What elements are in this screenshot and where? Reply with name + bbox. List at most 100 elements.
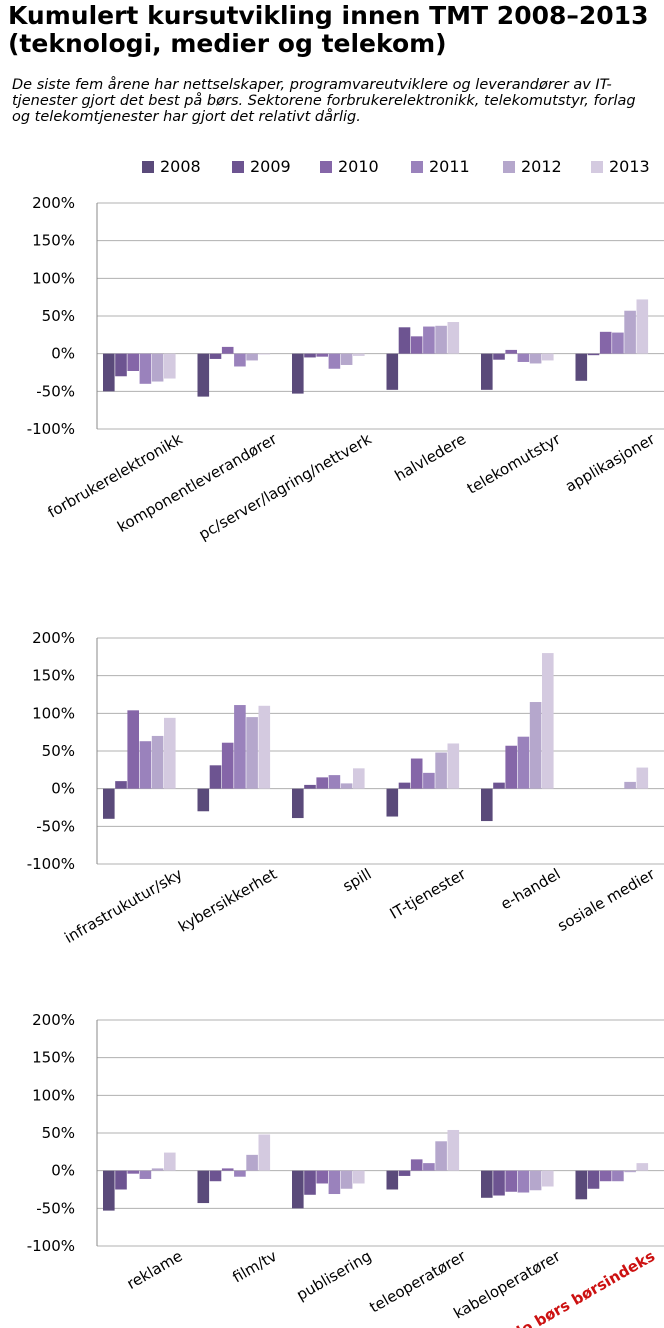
- legend-swatch: [232, 161, 244, 173]
- bar-2009: [209, 1170, 222, 1182]
- bar-2008: [386, 788, 399, 817]
- bar-2012: [246, 353, 258, 361]
- chart-3: 200% 150% 100% 50% 0% -50% -100% reklame film/tv…: [27, 1011, 664, 1328]
- bar-2009: [398, 327, 411, 354]
- y-tick-label: -100%: [27, 855, 75, 873]
- bar-2013: [258, 1134, 271, 1171]
- bar-2012: [529, 353, 542, 364]
- bar-2010: [505, 349, 517, 354]
- y-tick-label: 150%: [32, 1049, 75, 1067]
- bar-2008: [292, 1170, 304, 1209]
- x-tick-label: komponentleverandører: [114, 429, 281, 536]
- bar-2011: [139, 741, 152, 789]
- x-tick-label: spill: [340, 865, 375, 896]
- bar-2013: [447, 1129, 460, 1171]
- bar-2009: [115, 353, 127, 377]
- bar-2010: [221, 1168, 234, 1171]
- bar-2010: [127, 710, 139, 789]
- chart-subtitle: De siste fem årene har nettselskaper, pr…: [12, 77, 636, 125]
- bar-2010: [410, 336, 423, 354]
- bar-2009: [493, 353, 505, 360]
- bar-2010: [410, 1159, 423, 1171]
- x-tick-label: sosiale medier: [554, 864, 658, 935]
- bar-2013: [258, 705, 271, 789]
- bar-2008: [575, 353, 588, 381]
- y-tick-label: 50%: [42, 1124, 75, 1142]
- bar-2011: [234, 705, 246, 789]
- bar-2011: [328, 1170, 341, 1195]
- x-tick-label: film/tv: [229, 1247, 280, 1287]
- bar-2013: [447, 743, 460, 789]
- x-tick-label: infrastrukutur/sky: [61, 865, 185, 947]
- y-tick-label: 0%: [51, 780, 75, 798]
- legend-label: 2009: [250, 157, 291, 176]
- bar-2013: [636, 1163, 649, 1171]
- y-tick-label: 150%: [32, 232, 75, 250]
- bar-2009: [209, 353, 222, 359]
- bar-2008: [103, 353, 115, 392]
- bar-2012: [340, 1170, 353, 1189]
- y-tick-label: 200%: [32, 194, 75, 212]
- y-tick-label: 50%: [42, 742, 75, 760]
- bar-2012: [529, 1170, 542, 1191]
- bar-2008: [481, 1170, 493, 1198]
- y-tick-label: 100%: [32, 269, 75, 287]
- bar-2012: [246, 717, 258, 789]
- bar-2010: [316, 777, 328, 789]
- bar-2010: [505, 745, 517, 789]
- y-tick-label: 50%: [42, 307, 75, 325]
- bar-2009: [304, 1170, 316, 1195]
- bar-2008: [292, 788, 304, 819]
- bar-2009: [398, 782, 411, 789]
- x-tick-label: halvledere: [392, 430, 469, 485]
- bar-2011: [423, 772, 435, 789]
- bar-2011: [517, 736, 530, 789]
- bar-2009: [115, 1170, 127, 1190]
- bar-2012: [151, 735, 164, 789]
- bar-2009: [304, 353, 316, 358]
- legend-label: 2008: [160, 157, 201, 176]
- bar-2009: [398, 1170, 411, 1176]
- bar-2011: [328, 353, 341, 369]
- bar-2011: [139, 1170, 152, 1179]
- y-tick-label: -50%: [36, 382, 75, 400]
- chart-1: 200%150%100%50%0%-50%-100%forbrukerelekt…: [27, 194, 664, 544]
- bar-2013: [353, 353, 365, 356]
- bar-2008: [386, 1170, 399, 1190]
- x-tick-label: pc/server/lagring/nettverk: [196, 430, 375, 544]
- bar-2008: [575, 1170, 588, 1200]
- y-tick-label: -100%: [27, 1237, 75, 1255]
- x-tick-label: e-handel: [498, 865, 564, 913]
- y-tick-label: 150%: [32, 667, 75, 685]
- bar-2010: [316, 353, 328, 357]
- bar-2012: [435, 325, 447, 354]
- x-tick-label: kybersikkerhet: [175, 865, 280, 936]
- bar-2009: [493, 1170, 505, 1196]
- legend-label: 2010: [338, 157, 379, 176]
- bar-2008: [103, 788, 115, 819]
- bar-2013: [542, 353, 554, 361]
- legend-swatch: [142, 161, 154, 173]
- legend-swatch: [591, 161, 603, 173]
- x-tick-label: reklame: [124, 1247, 186, 1293]
- bar-2010: [599, 331, 612, 354]
- y-tick-label: -50%: [36, 817, 75, 835]
- y-tick-label: 100%: [32, 704, 75, 722]
- bar-2013: [164, 1152, 176, 1171]
- bar-2013: [258, 353, 271, 355]
- x-tick-label: publisering: [293, 1247, 374, 1304]
- bar-2009: [304, 784, 316, 789]
- bar-2011: [234, 1170, 246, 1177]
- bar-2013: [447, 322, 460, 354]
- y-tick-label: 100%: [32, 1086, 75, 1104]
- bar-2012: [624, 1170, 636, 1173]
- y-tick-label: 200%: [32, 1011, 75, 1029]
- bar-2012: [246, 1154, 258, 1171]
- bar-2013: [542, 653, 554, 789]
- bar-2011: [423, 1163, 435, 1171]
- bar-2012: [624, 781, 636, 789]
- legend-swatch: [320, 161, 332, 173]
- x-tick-label: telekomutstyr: [464, 429, 564, 497]
- y-tick-label: 200%: [32, 629, 75, 647]
